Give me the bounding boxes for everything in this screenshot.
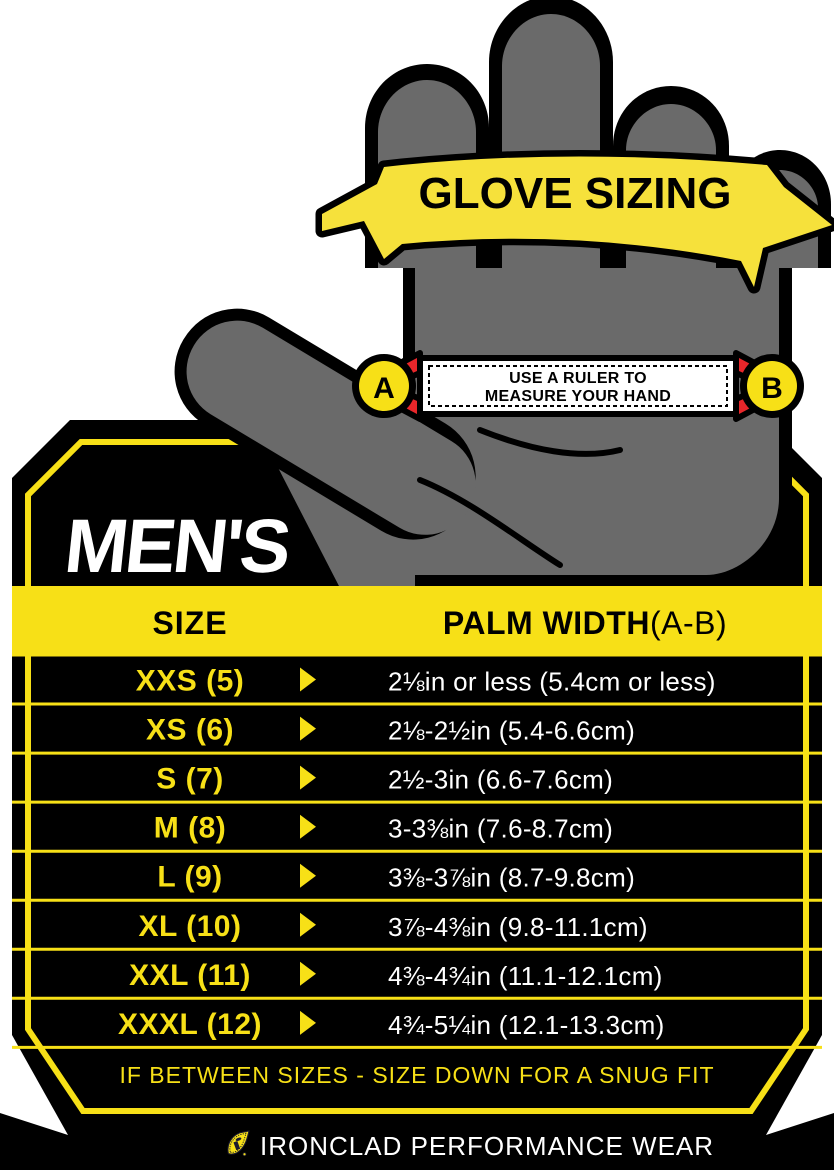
svg-text:4⅜-4¾in (11.1-12.1cm): 4⅜-4¾in (11.1-12.1cm) <box>388 961 663 991</box>
svg-text:2½-3in (6.6-7.6cm): 2½-3in (6.6-7.6cm) <box>388 765 613 795</box>
svg-text:PALM WIDTH(A-B): PALM WIDTH(A-B) <box>443 605 727 641</box>
svg-text:IRONCLAD PERFORMANCE WEAR: IRONCLAD PERFORMANCE WEAR <box>260 1131 714 1161</box>
svg-text:3⅞-4⅜in (9.8-11.1cm): 3⅞-4⅜in (9.8-11.1cm) <box>388 912 648 942</box>
svg-text:XXS (5): XXS (5) <box>136 665 245 698</box>
svg-text:3⅜-3⅞in (8.7-9.8cm): 3⅜-3⅞in (8.7-9.8cm) <box>388 863 635 893</box>
svg-text:S (7): S (7) <box>156 763 224 796</box>
svg-text:M (8): M (8) <box>154 812 227 845</box>
svg-text:MEN'S: MEN'S <box>61 504 293 589</box>
svg-text:XXXL (12): XXXL (12) <box>118 1008 262 1041</box>
svg-text:XL (10): XL (10) <box>139 910 242 943</box>
svg-text:USE A RULER TO: USE A RULER TO <box>509 370 647 387</box>
svg-text:4¾-5¼in (12.1-13.3cm): 4¾-5¼in (12.1-13.3cm) <box>388 1010 665 1040</box>
svg-text:2⅛-2½in (5.4-6.6cm): 2⅛-2½in (5.4-6.6cm) <box>388 716 635 746</box>
svg-text:GLOVE SIZING: GLOVE SIZING <box>419 169 732 218</box>
svg-text:IF BETWEEN SIZES - SIZE DOWN F: IF BETWEEN SIZES - SIZE DOWN FOR A SNUG … <box>119 1062 714 1088</box>
svg-text:B: B <box>761 372 783 405</box>
svg-text:2⅛in or less (5.4cm or less): 2⅛in or less (5.4cm or less) <box>388 667 716 697</box>
svg-text:XS (6): XS (6) <box>146 714 234 747</box>
svg-text:XXL (11): XXL (11) <box>129 959 251 992</box>
svg-text:MEASURE YOUR HAND: MEASURE YOUR HAND <box>485 388 671 405</box>
svg-text:L (9): L (9) <box>157 861 222 894</box>
svg-text:3-3⅜in (7.6-8.7cm): 3-3⅜in (7.6-8.7cm) <box>388 814 613 844</box>
svg-text:SIZE: SIZE <box>152 605 227 641</box>
svg-text:A: A <box>373 372 395 405</box>
